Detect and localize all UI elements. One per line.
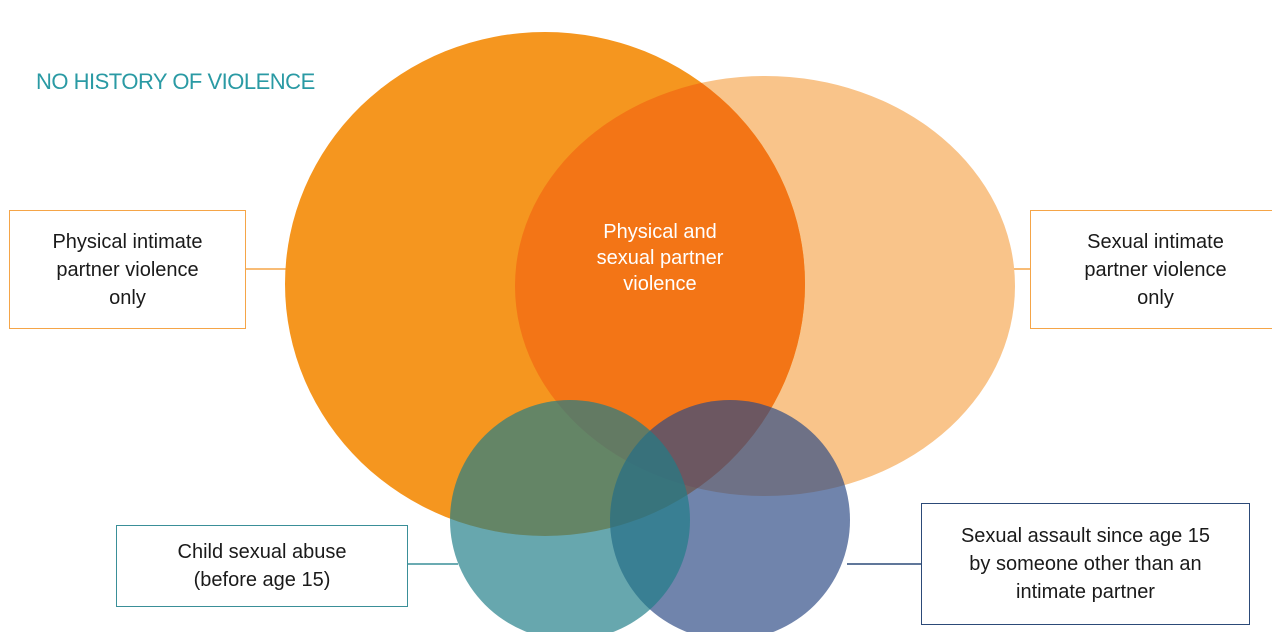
child-abuse-circle [450, 400, 690, 632]
physical-only-label-box: Physical intimate partner violence only [9, 210, 246, 329]
child-abuse-label: Child sexual abuse (before age 15) [177, 541, 347, 591]
physical-and-sexual-overlap [515, 76, 805, 496]
sexual-only-label-box: Sexual intimate partner violence only [1030, 210, 1272, 329]
child-abuse-label-box: Child sexual abuse (before age 15) [116, 525, 408, 607]
sexual-only-label: Sexual intimate partner violence only [1084, 230, 1227, 309]
no-history-heading: NO HISTORY OF VIOLENCE [36, 69, 315, 94]
physical-only-label: Physical intimate partner violence only [52, 230, 203, 309]
sexual-assault-label-box: Sexual assault since age 15 by someone o… [921, 503, 1250, 625]
sexual-assault-label: Sexual assault since age 15 by someone o… [960, 525, 1211, 603]
physical-and-sexual-label: Physical and sexual partner violence [596, 221, 724, 295]
